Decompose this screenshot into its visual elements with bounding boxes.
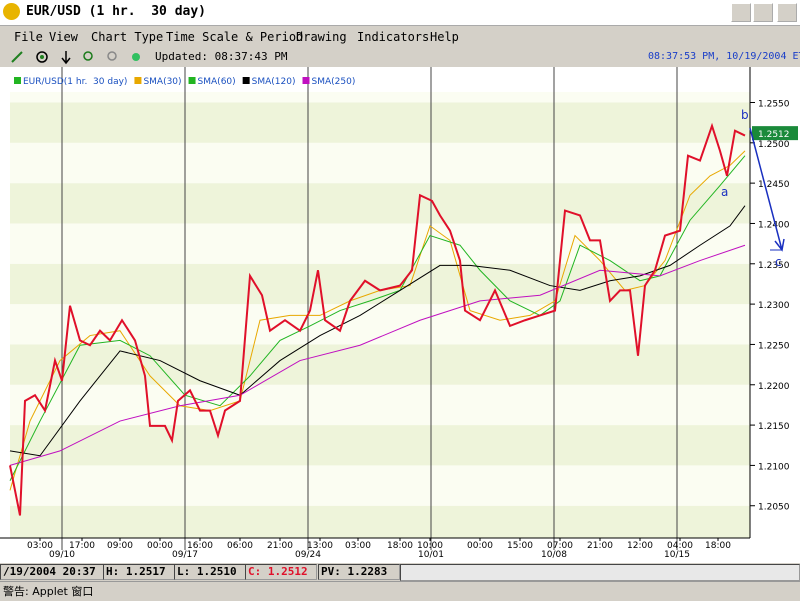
status-close: C: 1.2512 bbox=[245, 564, 317, 580]
menu-item[interactable]: Drawing bbox=[296, 30, 347, 44]
legend-swatch bbox=[188, 77, 196, 84]
x-tick-label: 21:00 bbox=[587, 541, 613, 551]
grid-band bbox=[10, 425, 750, 466]
menu-item[interactable]: Help bbox=[430, 30, 459, 44]
sma-line bbox=[9, 155, 746, 481]
draw-tool[interactable] bbox=[11, 51, 23, 63]
x-tick-label: 21:00 bbox=[267, 541, 293, 551]
annotation: a bbox=[721, 185, 728, 199]
date-label: 10/01 bbox=[418, 550, 444, 560]
x-tick-label: 15:00 bbox=[507, 541, 533, 551]
sma-line bbox=[9, 244, 746, 466]
x-tick-label: 16:00 bbox=[187, 541, 213, 551]
maximize-button[interactable] bbox=[753, 3, 773, 22]
date-label: 10/08 bbox=[541, 550, 567, 560]
app-icon bbox=[3, 3, 20, 20]
target-dot bbox=[40, 55, 44, 59]
x-tick-label: 07:00 bbox=[547, 541, 573, 551]
y-tick-label: 1.2350 bbox=[758, 261, 790, 271]
x-tick-label: 13:00 bbox=[307, 541, 333, 551]
menu-item[interactable]: View bbox=[49, 30, 78, 44]
status-high: H: 1.2517 bbox=[103, 564, 175, 580]
y-tick-label: 1.2100 bbox=[758, 462, 790, 472]
refresh[interactable] bbox=[132, 53, 140, 61]
legend-label: SMA(60) bbox=[198, 77, 236, 87]
y-tick-label: 1.2200 bbox=[758, 382, 790, 392]
grid-band bbox=[10, 183, 750, 224]
date-label: 09/10 bbox=[49, 550, 75, 560]
legend-label: EUR/USD(1 hr. 30 day) bbox=[23, 77, 127, 87]
window-title: EUR/USD (1 hr. 30 day) bbox=[26, 4, 207, 19]
x-tick-label: 06:00 bbox=[227, 541, 253, 551]
title-bar bbox=[0, 0, 800, 26]
x-tick-label: 17:00 bbox=[69, 541, 95, 551]
close-button[interactable] bbox=[777, 3, 797, 22]
status-pv: PV: 1.2283 bbox=[318, 564, 400, 580]
y-tick-label: 1.2400 bbox=[758, 220, 790, 230]
grid-band bbox=[10, 223, 750, 264]
x-tick-label: 18:00 bbox=[387, 541, 413, 551]
grid-band bbox=[10, 465, 750, 506]
down-tool[interactable] bbox=[61, 51, 71, 65]
annotation: c bbox=[775, 255, 782, 269]
minimize-button[interactable] bbox=[731, 3, 751, 22]
legend-label: SMA(250) bbox=[312, 77, 356, 87]
y-axis-panel bbox=[750, 67, 800, 538]
updated-time: Updated: 08:37:43 PM bbox=[155, 50, 288, 63]
x-tick-label: 12:00 bbox=[627, 541, 653, 551]
date-label: 10/15 bbox=[664, 550, 690, 560]
price-line bbox=[9, 122, 746, 516]
grid-band bbox=[10, 384, 750, 426]
legend-swatch bbox=[242, 77, 250, 84]
status-date: /19/2004 20:37 bbox=[0, 564, 104, 580]
menu-item[interactable]: File bbox=[14, 30, 43, 44]
legend-swatch bbox=[302, 77, 310, 84]
legend-swatch bbox=[14, 77, 21, 84]
menu-item[interactable]: Indicators bbox=[357, 30, 430, 44]
last-price-box bbox=[752, 126, 798, 141]
legend-label: SMA(120) bbox=[252, 77, 296, 87]
y-tick-label: 1.2450 bbox=[758, 180, 790, 190]
date-label: 09/17 bbox=[172, 550, 198, 560]
y-tick-label: 1.2150 bbox=[758, 422, 790, 432]
menu-item[interactable]: Chart Type bbox=[91, 30, 164, 44]
target-tool[interactable] bbox=[36, 51, 48, 63]
annotation: b bbox=[741, 108, 749, 122]
menu-item[interactable]: Time Scale & Period bbox=[166, 30, 304, 44]
y-tick-label: 1.2500 bbox=[758, 140, 790, 150]
footer-bar bbox=[0, 581, 800, 601]
legend-swatch bbox=[134, 77, 142, 84]
x-tick-label: 09:00 bbox=[107, 541, 133, 551]
toolbar-icons bbox=[11, 51, 140, 65]
legend-label: SMA(30) bbox=[143, 77, 181, 87]
grid-band bbox=[10, 142, 750, 184]
x-tick-label: 18:00 bbox=[705, 541, 731, 551]
last-price-label: 1.2512 bbox=[758, 130, 790, 140]
clock: 08:37:53 PM, 10/19/2004 ET bbox=[648, 51, 800, 62]
y-tick-label: 1.2550 bbox=[758, 99, 790, 109]
menu-bar bbox=[0, 26, 800, 47]
x-tick-label: 03:00 bbox=[345, 541, 371, 551]
x-tick-label: 00:00 bbox=[467, 541, 493, 551]
status-low: L: 1.2510 bbox=[174, 564, 246, 580]
scrollbar[interactable] bbox=[400, 564, 800, 581]
x-tick-label: 03:00 bbox=[27, 541, 53, 551]
grid-band bbox=[10, 102, 750, 143]
chart: 1.2050 1.2100 1.2150 1.2200 1.2250 1.2300 1.23… bbox=[0, 67, 800, 562]
y-tick-label: 1.2250 bbox=[758, 341, 790, 351]
x-tick-label: 10:00 bbox=[417, 541, 443, 551]
date-label: 09/24 bbox=[295, 550, 321, 560]
y-tick-label: 1.2300 bbox=[758, 301, 790, 311]
grid-band bbox=[10, 505, 750, 538]
applet-warning: 警告: Applet 窗口 bbox=[3, 585, 94, 598]
grid-band bbox=[10, 92, 750, 103]
x-tick-label: 04:00 bbox=[667, 541, 693, 551]
x-tick-label: 00:00 bbox=[147, 541, 173, 551]
zoom-out[interactable] bbox=[107, 51, 117, 61]
y-tick-label: 1.2050 bbox=[758, 503, 790, 513]
grid-band bbox=[10, 263, 750, 305]
zoom-in[interactable] bbox=[83, 51, 93, 61]
